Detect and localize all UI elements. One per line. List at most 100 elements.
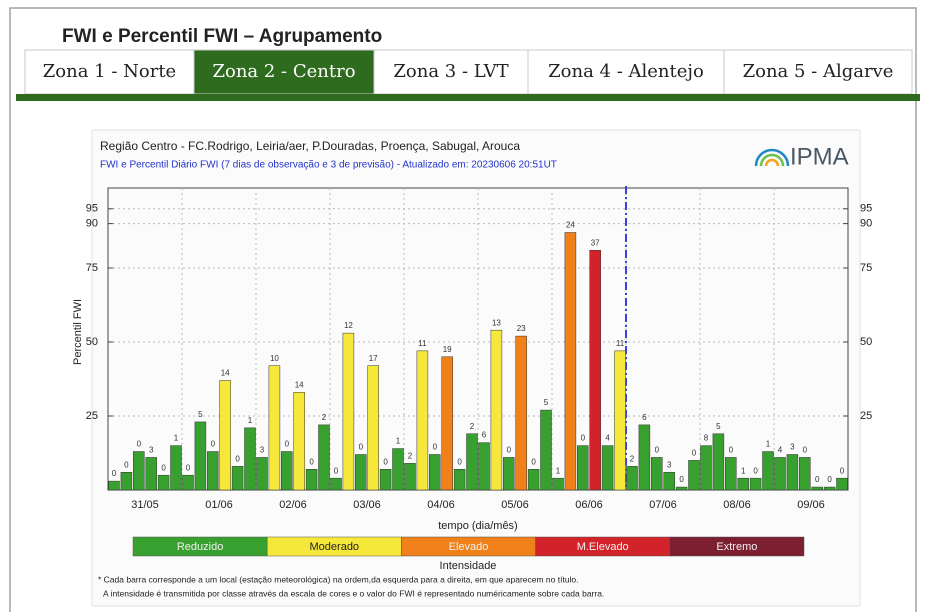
bar-label: 3 (149, 446, 154, 455)
y-tick-label: 75 (86, 262, 98, 274)
x-tick-label: 08/06 (723, 499, 751, 511)
bar (231, 466, 244, 491)
bar (342, 332, 355, 491)
bar-label: 1 (556, 466, 561, 475)
bar (281, 451, 293, 491)
bar-label: 1 (396, 437, 401, 446)
bar (601, 445, 614, 491)
tab[interactable]: Zona 1 - Norte (24, 49, 195, 95)
bar-label: 0 (729, 446, 734, 455)
bar (552, 477, 564, 491)
bar-label: 0 (827, 475, 832, 484)
bar-label: 17 (369, 354, 378, 363)
y2-tick-label: 25 (860, 410, 872, 422)
bar-label: 0 (334, 466, 339, 475)
tab[interactable]: Zona 2 - Centro (193, 49, 375, 95)
chart-subtitle: FWI e Percentil Diário FWI (7 dias de ob… (100, 160, 557, 171)
bar (626, 466, 638, 491)
tab[interactable]: Zona 5 - Algarve (723, 49, 913, 95)
bar (774, 457, 786, 491)
bar (182, 474, 194, 491)
bar-label: 0 (383, 457, 388, 466)
bar-label: 0 (457, 457, 462, 466)
bar (120, 471, 133, 491)
bar-label: 0 (507, 446, 512, 455)
bar (638, 424, 651, 491)
bar-label: 0 (285, 440, 290, 449)
bar-label: 0 (753, 466, 758, 475)
bar-label: 1 (248, 416, 253, 425)
legend-swatch (669, 536, 805, 557)
x-tick-label: 31/05 (131, 499, 159, 511)
tab[interactable]: Zona 4 - Alentejo (527, 49, 725, 95)
bar (823, 486, 836, 491)
x-tick-label: 05/06 (501, 499, 529, 511)
bar (379, 469, 392, 491)
bar-label: 4 (778, 446, 783, 455)
note: A intensidade é transmitida por classe a… (103, 588, 604, 598)
bar-label: 0 (433, 443, 438, 452)
y-tick-label: 95 (86, 203, 98, 215)
bar-label: 5 (716, 422, 721, 431)
x-tick-label: 01/06 (205, 499, 233, 511)
bar-label: 0 (655, 446, 660, 455)
bar-label: 0 (161, 463, 166, 472)
bar (540, 409, 552, 491)
x-tick-label: 02/06 (279, 499, 307, 511)
bar-label: 11 (616, 339, 625, 348)
tab-box (527, 49, 725, 95)
bar-label: 0 (124, 460, 129, 469)
bar (429, 454, 441, 491)
bar (157, 474, 170, 491)
bar (256, 457, 268, 491)
bar (318, 424, 330, 491)
bar (799, 457, 811, 491)
bar-label: 4 (605, 434, 610, 443)
tab[interactable]: Zona 3 - LVT (373, 49, 529, 95)
bar (614, 350, 626, 491)
bar (811, 486, 823, 491)
legend-label: Reduzido (177, 541, 223, 553)
tab-bar: Zona 1 - Norte Zona 2 - Centro Zona 3 - LV… (24, 49, 913, 95)
x-axis-label: tempo (dia/mês) (438, 520, 517, 532)
bar-label: 0 (679, 475, 684, 484)
bar-label: 0 (581, 434, 586, 443)
legend-label: Extremo (716, 541, 757, 553)
bar (330, 477, 342, 491)
bar (503, 457, 515, 491)
bar (416, 350, 429, 491)
bar (133, 451, 145, 491)
bar-label: 10 (270, 354, 279, 363)
tab-label: Zona 3 - LVT (393, 61, 508, 82)
tab-label: Zona 2 - Centro (212, 61, 355, 82)
bar-label: 3 (667, 460, 672, 469)
bar-label: 0 (803, 446, 808, 455)
bar-label: 0 (235, 454, 240, 463)
bar-label: 14 (295, 380, 304, 389)
bar (367, 365, 379, 491)
x-tick-label: 03/06 (353, 499, 381, 511)
bar-label: 5 (544, 398, 549, 407)
bar (675, 486, 688, 491)
bar-label: 6 (482, 431, 487, 440)
bar-label: 0 (531, 457, 536, 466)
bar-label: 2 (630, 454, 635, 463)
bar-label: 0 (692, 449, 697, 458)
bar-label: 6 (642, 413, 647, 422)
bar (490, 329, 503, 491)
bar (219, 380, 231, 491)
bar (577, 445, 589, 491)
bar (392, 448, 404, 491)
bar (305, 469, 318, 491)
bar-label: 19 (443, 345, 452, 354)
tab-underline (16, 94, 920, 101)
bar (404, 463, 416, 491)
tab-label: Zona 4 - Alentejo (548, 61, 704, 82)
bar-label: 0 (211, 440, 216, 449)
y-tick-label: 90 (86, 218, 98, 230)
y-axis-label: Percentil FWI (72, 299, 84, 365)
legend-label: Moderado (310, 541, 360, 553)
bar (244, 427, 256, 491)
bar (293, 392, 305, 491)
